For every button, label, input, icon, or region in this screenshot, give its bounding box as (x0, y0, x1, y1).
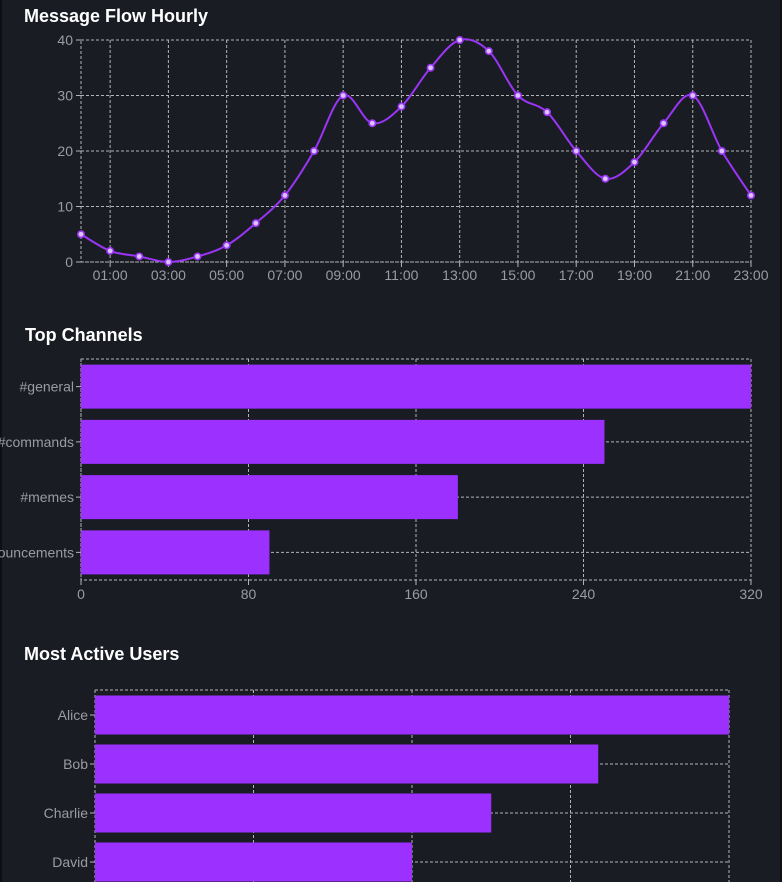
data-point (601, 174, 610, 183)
y-tick-label: Bob (63, 756, 88, 772)
x-tick-label: 07:00 (267, 267, 302, 283)
bar (95, 842, 412, 882)
bar (95, 744, 599, 784)
data-point (193, 252, 202, 261)
hourly-line-chart: 0 10 20 30 40 01:00 03:00 05:00 07:00 09:00 11:00 1… (57, 32, 768, 283)
top-channels-bar-chart: 0 80 160 240 320 #general #commands #memes #anno… (0, 358, 763, 602)
data-point (310, 147, 319, 156)
channels-chart-title: Top Channels (25, 325, 143, 345)
bar (81, 364, 751, 409)
data-point (717, 147, 726, 156)
x-tick-label: 240 (572, 586, 596, 602)
left-edge (0, 0, 2, 882)
x-tick-label: 05:00 (209, 267, 244, 283)
x-tick-label: 80 (241, 586, 257, 602)
hourly-chart-title: Message Flow Hourly (24, 6, 209, 26)
x-tick-label: 160 (404, 586, 428, 602)
data-point (222, 241, 231, 250)
right-edge (780, 0, 782, 882)
x-tick-label: 0 (77, 586, 85, 602)
y-tick-label: #memes (20, 489, 74, 505)
x-tick-label: 23:00 (733, 267, 768, 283)
data-point (280, 191, 289, 200)
bar (95, 695, 729, 735)
data-point (572, 147, 581, 156)
data-point (659, 119, 668, 128)
x-tick-label: 320 (739, 586, 763, 602)
y-tick-label: 40 (57, 32, 73, 48)
data-point (135, 252, 144, 261)
x-tick-label: 11:00 (384, 267, 418, 283)
data-point (688, 91, 697, 100)
y-tick-label: Alice (58, 707, 89, 723)
x-tick-label: 09:00 (326, 267, 361, 283)
data-point (77, 230, 86, 239)
x-tick-label: 01:00 (93, 267, 128, 283)
data-point (426, 63, 435, 72)
y-tick-label: David (52, 854, 88, 870)
y-tick-label: #commands (0, 434, 74, 450)
x-tick-label: 03:00 (151, 267, 186, 283)
data-point (513, 91, 522, 100)
x-tick-label: 15:00 (500, 267, 535, 283)
data-point (251, 219, 260, 228)
y-tick-label: 10 (57, 199, 73, 215)
bar (81, 475, 458, 520)
data-point (484, 47, 493, 56)
bar (81, 530, 270, 575)
y-tick-label: 20 (57, 143, 73, 159)
y-tick-label: 0 (65, 254, 73, 270)
x-tick-label: 13:00 (442, 267, 477, 283)
users-chart-title: Most Active Users (24, 644, 180, 664)
bar (95, 793, 492, 833)
data-point (746, 191, 755, 200)
bar (81, 419, 605, 464)
data-point (106, 246, 115, 255)
data-point (397, 102, 406, 111)
x-tick-label: 17:00 (559, 267, 594, 283)
data-point (368, 119, 377, 128)
data-point (339, 91, 348, 100)
y-tick-label: #announcements (0, 544, 74, 560)
x-tick-label: 21:00 (675, 267, 710, 283)
y-tick-label: 30 (57, 88, 73, 104)
data-point (164, 257, 173, 266)
data-point (455, 35, 464, 44)
y-tick-label: Charlie (44, 805, 89, 821)
data-point (543, 108, 552, 117)
x-tick-label: 19:00 (617, 267, 652, 283)
y-tick-label: #general (20, 379, 75, 395)
data-point (630, 158, 639, 167)
